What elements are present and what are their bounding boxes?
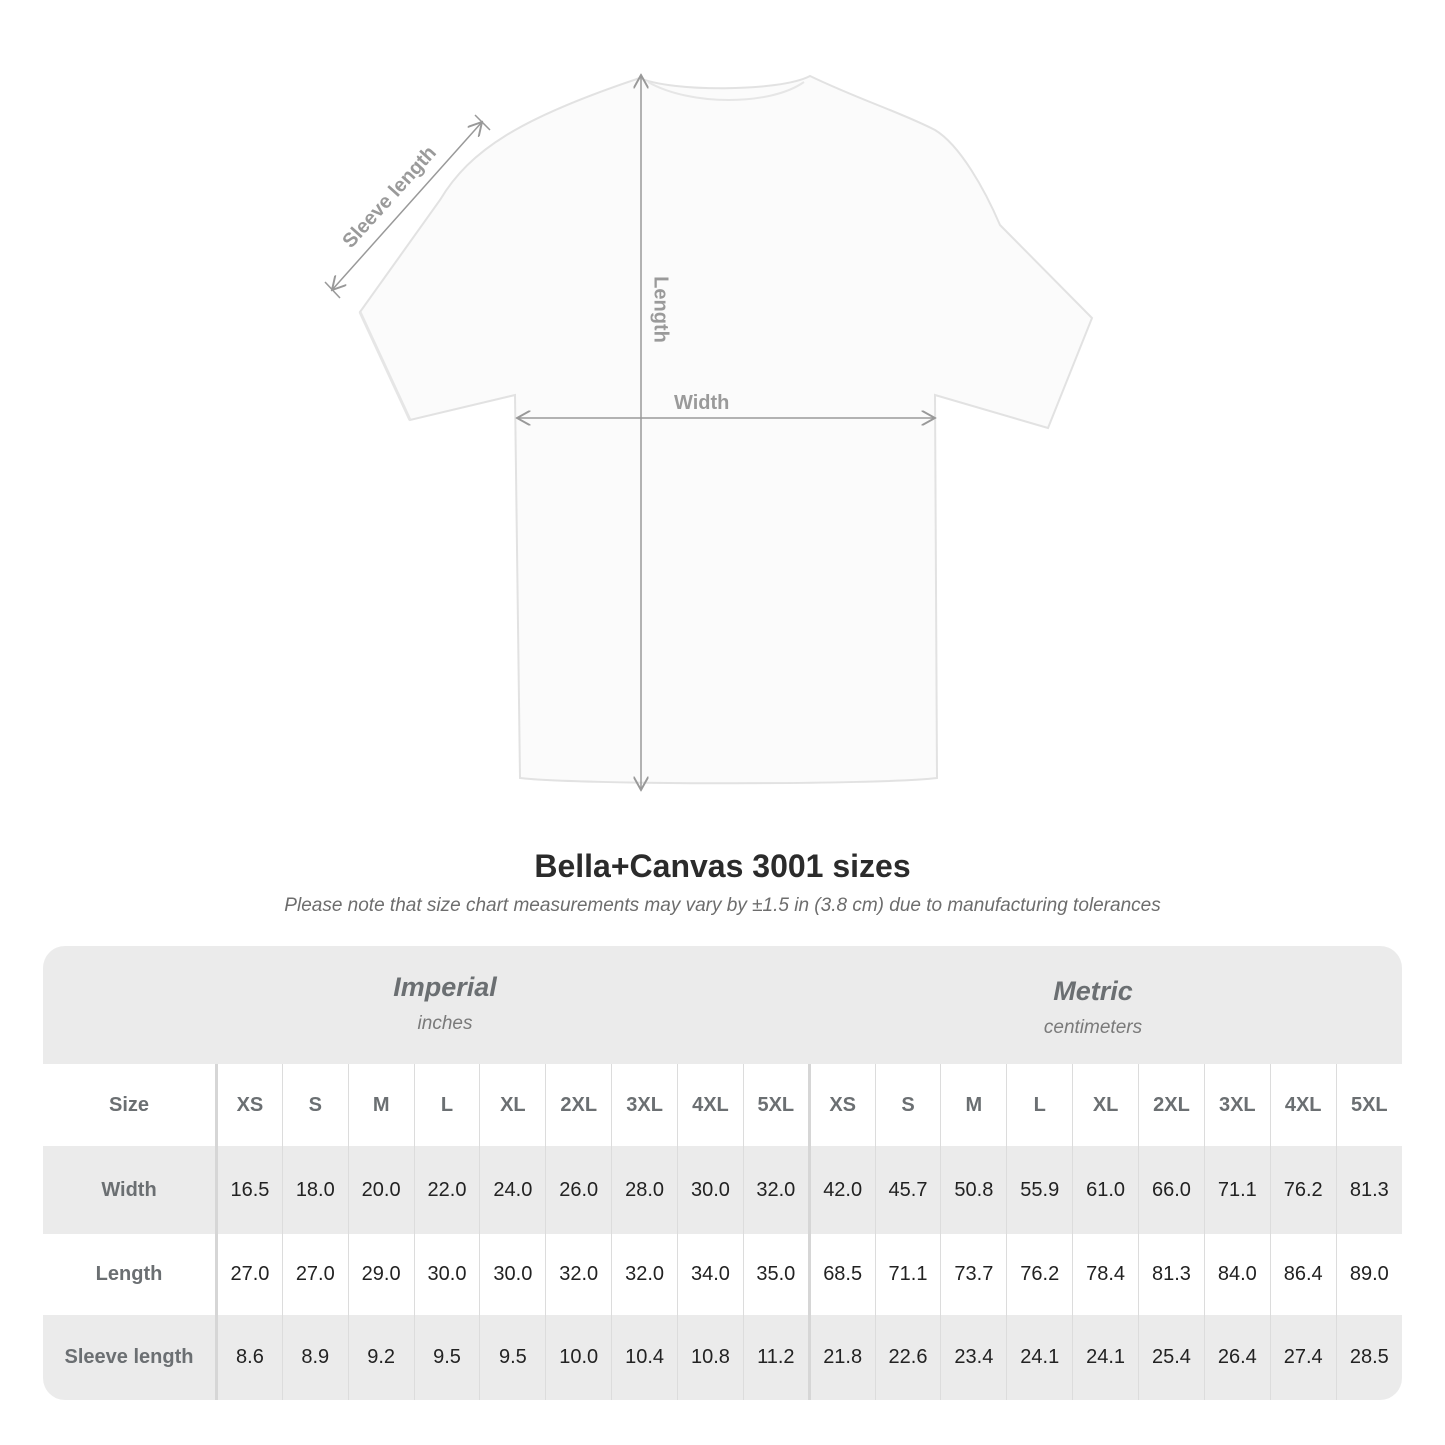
size-header-metric: 5XL [1335,1064,1402,1146]
metric-cell: 45.7 [874,1146,941,1234]
size-header-row: Size XS S M L XL 2XL 3XL 4XL 5XL XS S M L XL 2XL 3XL 4XL 5… [43,1064,1402,1146]
imperial-cell: 27.0 [281,1234,349,1315]
imperial-cell: 9.5 [479,1315,546,1400]
row-label: Sleeve length [43,1315,218,1400]
imperial-cell: 8.6 [216,1315,283,1400]
imperial-cell: 11.2 [742,1315,810,1400]
size-header-imperial: XS [216,1064,283,1146]
length-label: Length [649,276,672,343]
metric-cell: 71.1 [1203,1146,1271,1234]
imperial-cell: 22.0 [413,1146,480,1234]
metric-cell: 78.4 [1072,1234,1139,1315]
size-table: Size XS S M L XL 2XL 3XL 4XL 5XL XS S M L XL 2XL 3XL 4XL 5… [43,1064,1402,1400]
metric-cell: 28.5 [1335,1315,1402,1400]
table-row: Sleeve length 8.6 8.9 9.2 9.5 9.5 10.0 10.4 10.8… [43,1315,1402,1400]
sleeve-length-arrow [332,122,482,290]
row-label: Length [43,1234,218,1315]
metric-cell: 84.0 [1203,1234,1271,1315]
imperial-cell: 24.0 [479,1146,546,1234]
imperial-cell: 10.0 [545,1315,612,1400]
row-label: Width [43,1146,218,1234]
table-row: Width 16.5 18.0 20.0 22.0 24.0 26.0 28.0 30.0 32.… [43,1146,1402,1234]
size-header-metric: S [874,1064,941,1146]
imperial-cell: 26.0 [545,1146,612,1234]
metric-cell: 81.3 [1138,1234,1205,1315]
metric-cell: 61.0 [1072,1146,1139,1234]
metric-cell: 26.4 [1203,1315,1271,1400]
imperial-cell: 18.0 [281,1146,349,1234]
metric-cell: 24.1 [1072,1315,1139,1400]
metric-cell: 71.1 [874,1234,941,1315]
imperial-cell: 27.0 [216,1234,283,1315]
imperial-cell: 16.5 [216,1146,283,1234]
size-header-imperial: M [347,1064,415,1146]
metric-cell: 22.6 [874,1315,941,1400]
imperial-unit: inches [417,1013,473,1034]
imperial-cell: 10.4 [611,1315,678,1400]
imperial-cell: 32.0 [611,1234,678,1315]
imperial-cell: 30.0 [677,1146,744,1234]
size-header-metric: M [940,1064,1007,1146]
metric-cell: 50.8 [940,1146,1007,1234]
imperial-cell: 32.0 [742,1146,810,1234]
imperial-cell: 30.0 [479,1234,546,1315]
tshirt-diagram [324,0,1094,820]
metric-cell: 21.8 [807,1315,876,1400]
metric-cell: 76.2 [1269,1146,1337,1234]
metric-cell: 73.7 [940,1234,1007,1315]
metric-cell: 25.4 [1138,1315,1205,1400]
size-chart: Imperial inches Metric centimeters Size X… [43,946,1402,1400]
imperial-cell: 10.8 [677,1315,744,1400]
imperial-cell: 30.0 [413,1234,480,1315]
metric-cell: 86.4 [1269,1234,1337,1315]
size-header-label: Size [43,1064,218,1146]
imperial-heading: Imperial inches [345,972,545,1035]
metric-cell: 55.9 [1006,1146,1073,1234]
size-header-metric: 2XL [1138,1064,1205,1146]
metric-cell: 76.2 [1006,1234,1073,1315]
metric-cell: 24.1 [1006,1315,1073,1400]
imperial-cell: 20.0 [347,1146,415,1234]
imperial-cell: 9.5 [413,1315,480,1400]
imperial-cell: 35.0 [742,1234,810,1315]
size-header-imperial: S [281,1064,349,1146]
tolerance-note: Please note that size chart measurements… [284,895,1161,916]
metric-cell: 23.4 [940,1315,1007,1400]
metric-unit: centimeters [1043,1017,1143,1038]
metric-cell: 42.0 [807,1146,876,1234]
imperial-cell: 9.2 [347,1315,415,1400]
size-header-imperial: XL [479,1064,546,1146]
tshirt-shape [358,74,1094,785]
size-header-imperial: 2XL [545,1064,612,1146]
units-header [43,946,1402,1064]
size-header-imperial: 4XL [677,1064,744,1146]
size-header-imperial: L [413,1064,480,1146]
size-header-imperial: 3XL [611,1064,678,1146]
page-title: Bella+Canvas 3001 sizes [534,848,911,884]
size-header-metric: L [1006,1064,1073,1146]
metric-cell: 81.3 [1335,1146,1402,1234]
imperial-cell: 8.9 [281,1315,349,1400]
imperial-cell: 32.0 [545,1234,612,1315]
metric-cell: 89.0 [1335,1234,1402,1315]
metric-heading: Metric centimeters [993,976,1193,1039]
table-row: Length 27.0 27.0 29.0 30.0 30.0 32.0 32.0 34.0 35… [43,1234,1402,1315]
width-label: Width [674,392,730,414]
imperial-cell: 34.0 [677,1234,744,1315]
size-header-imperial: 5XL [742,1064,810,1146]
metric-cell: 27.4 [1269,1315,1337,1400]
size-header-metric: 4XL [1269,1064,1337,1146]
size-header-metric: XL [1072,1064,1139,1146]
size-header-metric: XS [807,1064,876,1146]
metric-cell: 66.0 [1138,1146,1205,1234]
size-header-metric: 3XL [1203,1064,1271,1146]
imperial-cell: 29.0 [347,1234,415,1315]
metric-cell: 68.5 [807,1234,876,1315]
imperial-cell: 28.0 [611,1146,678,1234]
